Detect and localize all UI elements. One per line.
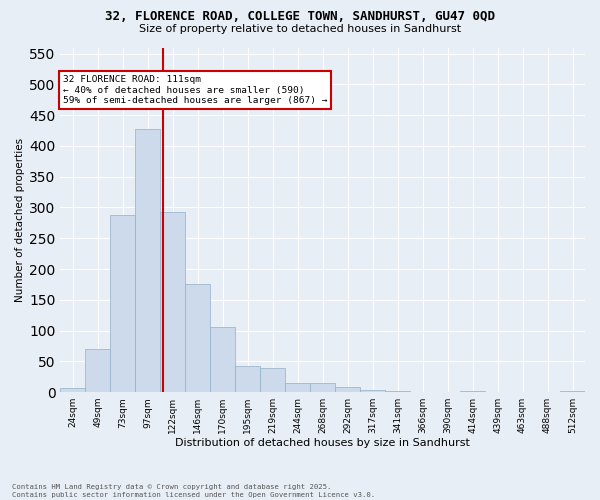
Bar: [335, 387, 360, 392]
Bar: [160, 212, 185, 392]
Bar: [285, 383, 310, 392]
Y-axis label: Number of detached properties: Number of detached properties: [15, 138, 25, 302]
Bar: [210, 328, 235, 392]
Text: Contains HM Land Registry data © Crown copyright and database right 2025.
Contai: Contains HM Land Registry data © Crown c…: [12, 484, 375, 498]
Text: 32 FLORENCE ROAD: 111sqm
← 40% of detached houses are smaller (590)
59% of semi-: 32 FLORENCE ROAD: 111sqm ← 40% of detach…: [63, 75, 328, 105]
Text: Size of property relative to detached houses in Sandhurst: Size of property relative to detached ho…: [139, 24, 461, 34]
Bar: [360, 390, 385, 392]
Bar: [260, 368, 285, 392]
Text: 32, FLORENCE ROAD, COLLEGE TOWN, SANDHURST, GU47 0QD: 32, FLORENCE ROAD, COLLEGE TOWN, SANDHUR…: [105, 10, 495, 23]
Bar: [136, 128, 160, 392]
Bar: [185, 284, 210, 392]
Bar: [61, 388, 85, 392]
Bar: [460, 391, 485, 392]
X-axis label: Distribution of detached houses by size in Sandhurst: Distribution of detached houses by size …: [175, 438, 470, 448]
Bar: [85, 349, 110, 392]
Bar: [310, 384, 335, 392]
Bar: [560, 391, 585, 392]
Bar: [235, 366, 260, 392]
Bar: [110, 215, 136, 392]
